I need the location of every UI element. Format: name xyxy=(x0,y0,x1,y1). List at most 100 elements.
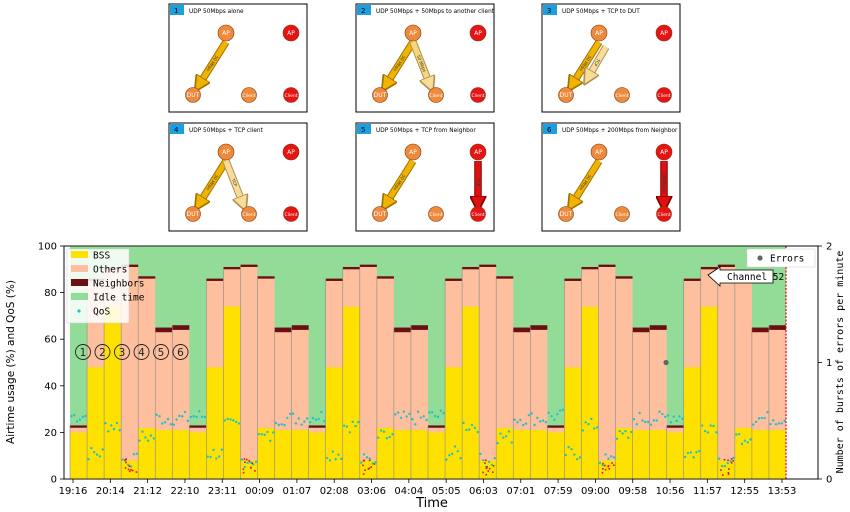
qos-point xyxy=(371,462,374,465)
qos-point xyxy=(411,418,414,421)
error-mark xyxy=(362,464,364,467)
ap-node-label: AP xyxy=(409,149,417,156)
qos-point xyxy=(530,412,533,415)
neighbors-bar xyxy=(547,425,565,428)
neighbors-bar xyxy=(649,325,667,330)
neighbor-client-node-label: Client xyxy=(657,212,670,218)
ap-node-label: AP xyxy=(595,149,603,156)
qos-point xyxy=(158,415,161,418)
qos-point xyxy=(448,454,451,457)
neighbor-client-node-label: Client xyxy=(284,93,297,99)
bss-bar xyxy=(155,430,173,479)
panel-title: UDP 50Mbps + 50Mbps to another client xyxy=(376,9,495,15)
qos-point xyxy=(175,418,178,421)
error-mark xyxy=(124,467,127,469)
qos-point xyxy=(504,435,508,438)
qos-point xyxy=(698,449,701,453)
neighbors-bar xyxy=(376,276,394,279)
dut-node-label: DUT xyxy=(560,92,573,99)
qos-point xyxy=(550,415,553,418)
arrow-shaft xyxy=(572,159,602,204)
error-mark xyxy=(485,459,487,462)
bss-bar xyxy=(547,432,565,479)
neighbor-client-node: Client xyxy=(656,87,672,103)
panel-number: 3 xyxy=(547,7,551,15)
qos-point xyxy=(465,428,468,432)
bss-bar xyxy=(479,460,497,479)
panel-number-badge xyxy=(543,5,557,15)
qos-point xyxy=(476,430,479,434)
qos-point xyxy=(396,411,400,414)
others-bar xyxy=(155,332,173,431)
qos-point xyxy=(575,457,579,461)
qos-point xyxy=(610,455,613,458)
neighbor-ap-node: AP xyxy=(282,24,300,42)
qos-point xyxy=(439,409,442,412)
error-mark xyxy=(125,458,127,460)
ap-node-label: AP xyxy=(409,30,417,37)
dut-node-circle xyxy=(558,206,574,222)
bss-bar xyxy=(257,427,275,479)
qos-point xyxy=(564,453,568,457)
bss-bar xyxy=(121,460,139,479)
neighbor-client-node-circle xyxy=(283,206,299,222)
client-node-circle xyxy=(614,206,630,222)
error-mark xyxy=(245,458,248,461)
marker-label: 3 xyxy=(119,347,126,359)
neighbors-bar xyxy=(751,327,769,333)
qos-point xyxy=(266,430,269,434)
legend2-swatch xyxy=(757,255,763,261)
neighbors-bar xyxy=(615,276,633,279)
client-node-circle xyxy=(614,87,630,103)
x-tick-label: 01:07 xyxy=(282,486,311,497)
neighbors-bar xyxy=(530,325,548,330)
y2-tick-label: 1 xyxy=(826,358,832,369)
dut-node-circle xyxy=(372,206,388,222)
bss-bar xyxy=(513,430,531,479)
qos-point xyxy=(181,415,184,418)
neighbors-bar xyxy=(274,327,292,333)
qos-point xyxy=(769,422,772,426)
neighbors-bar xyxy=(513,327,531,333)
panel-number: 2 xyxy=(361,7,365,15)
y-tick-label: 100 xyxy=(38,242,57,253)
arrow-label: TCP xyxy=(230,177,238,187)
bss-bar xyxy=(496,427,514,479)
qos-point xyxy=(195,415,198,419)
qos-point xyxy=(152,437,156,440)
qos-point xyxy=(394,413,397,416)
neighbors-bar xyxy=(223,266,241,270)
x-tick-label: 05:05 xyxy=(432,486,461,497)
qos-point xyxy=(269,439,272,443)
neighbor-client-node-circle xyxy=(470,87,486,103)
arrow-shaft xyxy=(572,40,602,85)
qos-point xyxy=(607,457,610,460)
dut-node-circle xyxy=(185,206,201,222)
qos-point xyxy=(328,459,332,462)
others-bar xyxy=(70,427,88,433)
qos-point xyxy=(553,418,556,422)
error-mark xyxy=(484,462,486,464)
qos-point xyxy=(638,411,641,415)
qos-point xyxy=(740,442,744,446)
neighbors-bar xyxy=(428,425,446,428)
qos-point xyxy=(718,457,721,460)
qos-point xyxy=(621,432,624,435)
error-mark xyxy=(607,465,609,468)
qos-point xyxy=(661,412,664,416)
qos-point xyxy=(388,435,391,439)
qos-point xyxy=(487,460,491,464)
client-node: Client xyxy=(241,87,257,103)
neighbor-ap-node: AP xyxy=(469,143,487,161)
bss-bar xyxy=(206,367,224,479)
qos-point xyxy=(303,420,306,423)
qos-point xyxy=(385,437,389,440)
scenario-panel-2: 2 UDP 50Mbps + 50Mbps to another client 50… xyxy=(355,3,495,113)
qos-point xyxy=(459,457,462,460)
arrow-shaft xyxy=(223,159,243,204)
ap-node: AP xyxy=(404,24,422,42)
qos-point xyxy=(271,431,275,434)
qos-point xyxy=(408,412,411,416)
